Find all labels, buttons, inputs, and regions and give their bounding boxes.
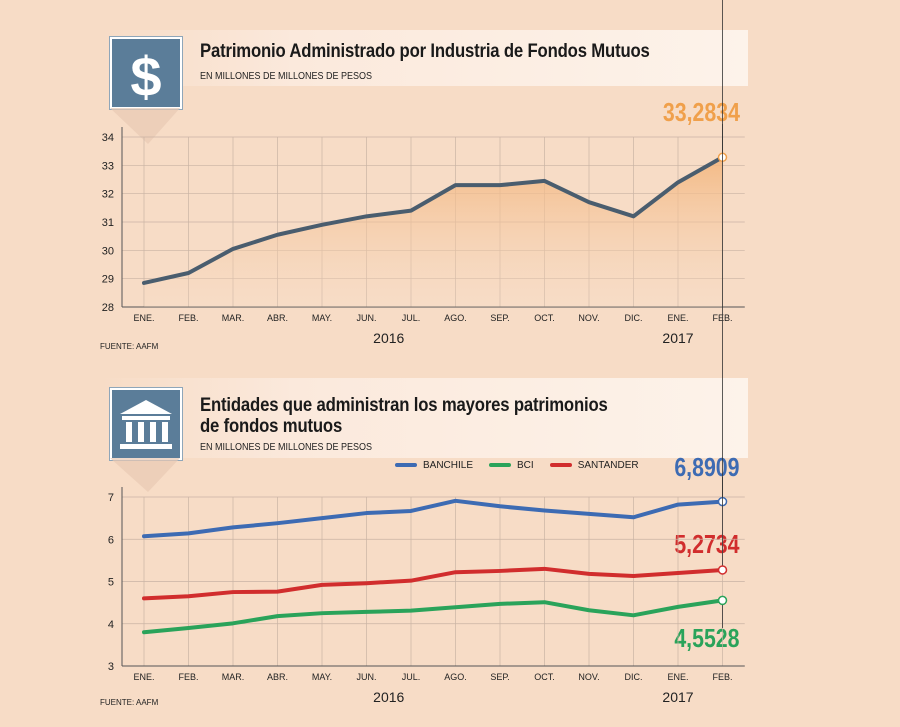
- series-line-banchile: [142, 498, 725, 539]
- x-tick-label: OCT.: [534, 672, 555, 682]
- y-tick-label: 4: [108, 619, 114, 631]
- series-line-santander: [142, 566, 725, 601]
- year-label: 2016: [373, 330, 404, 346]
- legend-label-banchile: BANCHILE: [423, 459, 474, 471]
- top-header-band: [100, 30, 748, 86]
- legend-item-santander: SANTANDER: [549, 459, 639, 471]
- legend-label-santander: SANTANDER: [577, 459, 639, 471]
- bci-value-label: 4,5528: [674, 623, 740, 653]
- x-tick-label: AGO.: [444, 672, 467, 682]
- legend-swatch-santander: [549, 463, 572, 467]
- x-tick-label: ENE.: [667, 672, 688, 682]
- x-tick-label: FEB.: [178, 313, 198, 323]
- y-tick-label: 30: [102, 245, 114, 257]
- chart-legend: BANCHILE BCI SANTANDER: [395, 458, 639, 472]
- chart-title-line2: de fondos mutuos: [200, 416, 343, 437]
- bank-icon-shadow: [110, 458, 180, 492]
- x-tick-label: MAY.: [312, 313, 332, 323]
- x-tick-label: ENE.: [667, 313, 688, 323]
- x-tick-label: DIC.: [625, 313, 643, 323]
- x-tick-label: FEB.: [712, 672, 732, 682]
- series-line: [142, 155, 725, 285]
- legend-item-bci: BCI: [489, 460, 534, 471]
- chart-title-line1: Entidades que administran los mayores pa…: [200, 395, 608, 416]
- x-tick-label: MAR.: [222, 313, 245, 323]
- x-tick-label: MAR.: [222, 672, 245, 682]
- year-label: 2016: [373, 689, 404, 705]
- legend-swatch-banchile: [395, 463, 417, 467]
- chart-subtitle: EN MILLONES DE MILLONES DE PESOS: [200, 442, 373, 453]
- x-tick-label: DIC.: [625, 672, 643, 682]
- x-tick-label: NOV.: [578, 672, 599, 682]
- x-tick-label: JUN.: [357, 672, 377, 682]
- legend-label-bci: BCI: [517, 459, 534, 471]
- x-tick-label: NOV.: [578, 313, 599, 323]
- svg-text:$: $: [130, 45, 161, 107]
- y-tick-label: 31: [102, 217, 114, 229]
- legend-item-banchile: BANCHILE: [395, 460, 473, 471]
- bottom-header-band: [100, 378, 748, 458]
- x-tick-label: SEP.: [490, 313, 509, 323]
- y-tick-label: 32: [102, 189, 114, 201]
- x-tick-label: JUL.: [402, 672, 421, 682]
- y-tick-label: 7: [108, 492, 114, 504]
- year-label: 2017: [662, 330, 693, 346]
- dollar-icon-shadow: [110, 108, 180, 144]
- x-tick-label: JUL.: [402, 313, 421, 323]
- end-marker-bci: [717, 595, 728, 606]
- x-tick-label: SEP.: [490, 672, 509, 682]
- x-tick-label: ENE.: [133, 313, 154, 323]
- chart-industry-patrimonio: 28 29 30 31 32 33 34 ENE. FEB. MAR. ABR. MAY. JUN. JU…: [102, 124, 745, 346]
- series-line-bci: [142, 598, 725, 635]
- x-tick-label: JUN.: [357, 313, 377, 323]
- y-tick-label: 6: [108, 534, 114, 546]
- x-tick-label: MAY.: [312, 672, 332, 682]
- y-tick-label: 28: [102, 302, 114, 314]
- year-label: 2017: [662, 689, 693, 705]
- banchile-value-label: 6,8909: [674, 452, 740, 482]
- legend-swatch-bci: [489, 463, 512, 467]
- x-tick-label: AGO.: [444, 313, 467, 323]
- bank-building-icon: [110, 388, 182, 460]
- y-tick-label: 34: [102, 132, 114, 144]
- x-tick-label: ABR.: [267, 313, 288, 323]
- chart-title: Patrimonio Administrado por Industria de…: [200, 41, 650, 62]
- chart-source: FUENTE: AAFM: [100, 698, 159, 707]
- chart-source: FUENTE: AAFM: [100, 342, 159, 351]
- dollar-icon: $: [110, 37, 182, 109]
- chart-subtitle: EN MILLONES DE MILLONES DE PESOS: [200, 71, 373, 82]
- y-tick-label: 3: [108, 661, 114, 673]
- x-tick-label: ENE.: [133, 672, 154, 682]
- y-tick-label: 5: [108, 577, 114, 589]
- y-tick-label: 33: [102, 160, 114, 172]
- series-area: [144, 157, 723, 307]
- end-marker-santander: [717, 565, 728, 575]
- y-tick-label: 29: [102, 274, 114, 286]
- santander-value-label: 5,2734: [674, 529, 740, 559]
- x-tick-label: OCT.: [534, 313, 555, 323]
- x-tick-label: ABR.: [267, 672, 288, 682]
- x-tick-label: FEB.: [178, 672, 198, 682]
- highlight-value-label: 33,2834: [662, 97, 740, 127]
